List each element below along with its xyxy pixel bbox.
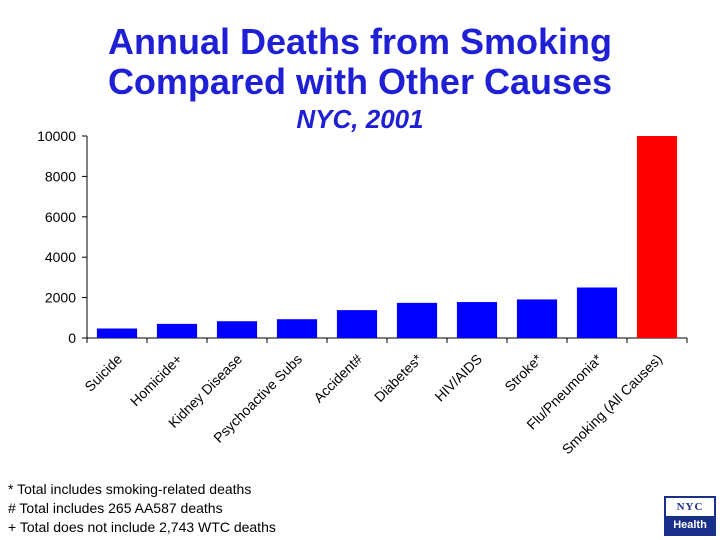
y-tick-label: 4000 (45, 249, 76, 265)
y-tick-label: 8000 (45, 168, 76, 184)
x-tick-label: Stroke* (501, 350, 545, 394)
bar (396, 302, 438, 338)
y-tick-label: 2000 (45, 290, 76, 306)
x-tick-label: Diabetes* (371, 350, 426, 405)
chart-subtitle: NYC, 2001 (296, 104, 424, 134)
bar (516, 299, 558, 338)
chart-title-line-1: Annual Deaths from Smoking (107, 21, 613, 62)
footnotes: * Total includes smoking-related deaths … (8, 480, 276, 537)
chart-title-line-2: Compared with Other Causes (107, 61, 613, 102)
bar (576, 287, 618, 338)
x-tick-label: HIV/AIDS (431, 351, 485, 405)
bar (96, 328, 138, 338)
y-tick-label: 10000 (37, 128, 76, 144)
footnote: * Total includes smoking-related deaths (8, 481, 252, 497)
logo-bottom-text: Health (666, 516, 714, 534)
y-tick-label: 6000 (45, 209, 76, 225)
bar (276, 319, 318, 338)
x-tick-label: Accident# (310, 351, 365, 406)
logo-top-text: NYC (666, 498, 714, 516)
footnote: + Total does not include 2,743 WTC death… (8, 519, 276, 535)
x-tick-label: Homicide+ (127, 351, 185, 409)
y-tick-label: 0 (68, 330, 76, 346)
bar (336, 310, 378, 338)
bar (156, 323, 198, 338)
bar (216, 321, 258, 338)
bar (636, 136, 678, 338)
bar (456, 302, 498, 338)
footnote: # Total includes 265 AA587 deaths (8, 500, 223, 516)
x-tick-label: Smoking (All Causes) (559, 351, 665, 457)
x-tick-label: Suicide (81, 351, 125, 395)
nyc-health-logo: NYC Health (664, 496, 716, 536)
